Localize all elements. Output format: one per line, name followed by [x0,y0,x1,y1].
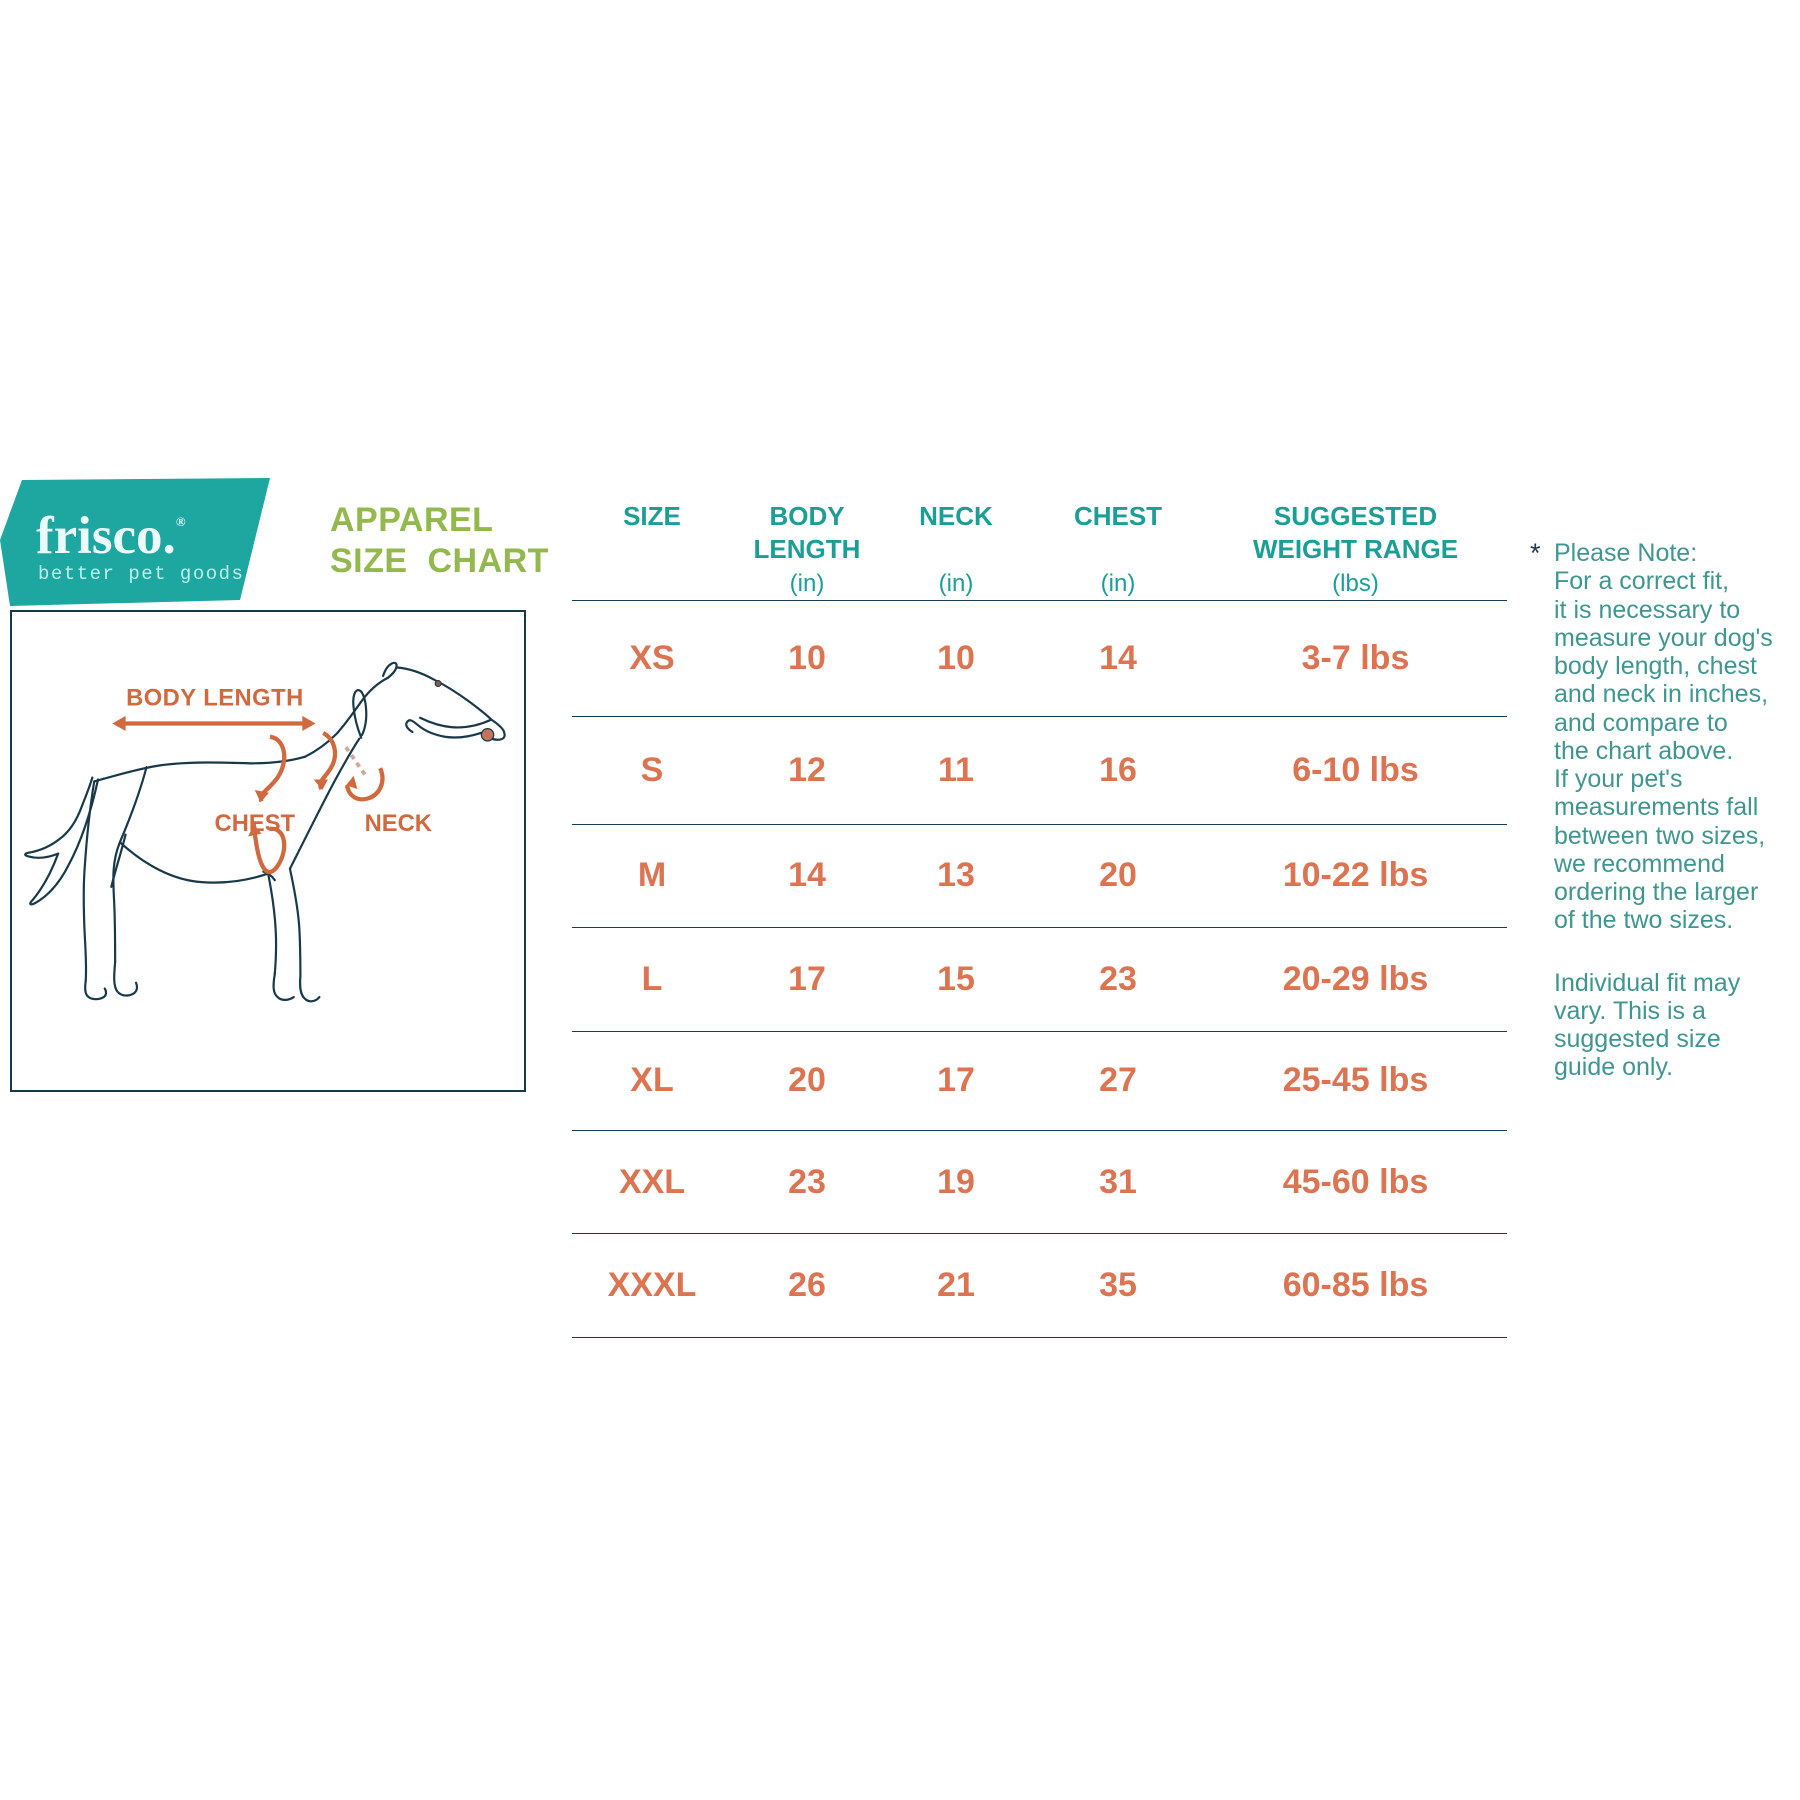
svg-text:NECK: NECK [365,810,432,837]
svg-text:frisco.®: frisco.® [36,507,186,565]
svg-text:BODY LENGTH: BODY LENGTH [126,684,304,711]
svg-text:CHEST: CHEST [215,810,296,837]
svg-text:better pet goods: better pet goods [38,563,244,585]
